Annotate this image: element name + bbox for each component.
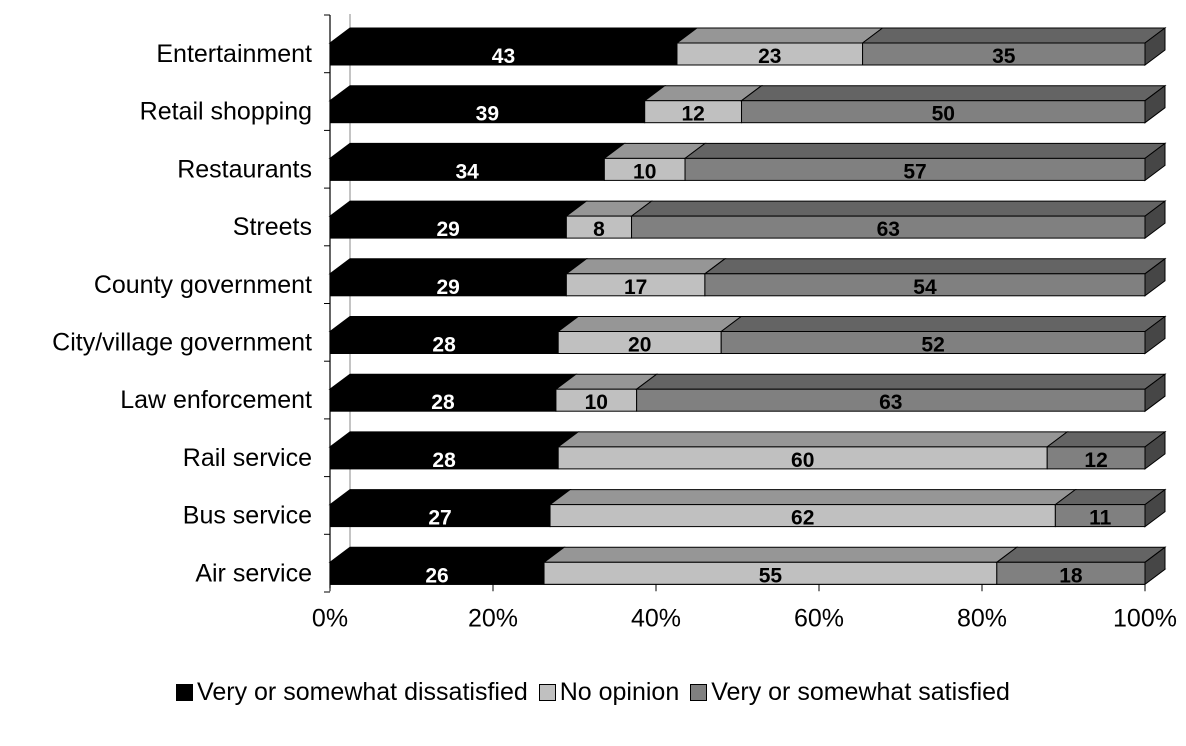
bar-end-face [1144, 546, 1166, 586]
bar-top-face [328, 489, 572, 506]
value-tick-label: 100% [1113, 604, 1177, 632]
data-label: 55 [759, 564, 783, 587]
bar-top-face [630, 200, 1167, 217]
bar-top-face [548, 489, 1077, 506]
data-label: 12 [1084, 449, 1107, 472]
legend-label-satisfied: Very or somewhat satisfied [711, 678, 1010, 706]
bar-top-face [719, 316, 1167, 332]
data-label: 39 [476, 103, 499, 126]
data-label: 29 [436, 276, 459, 299]
category-label: Bus service [183, 502, 312, 530]
data-label: 28 [432, 334, 456, 357]
bar-top-face [556, 431, 1069, 448]
value-tick-label: 80% [957, 604, 1007, 632]
category-label: Entertainment [156, 40, 312, 68]
bar-top-face [703, 258, 1167, 275]
bar-end-face [1144, 373, 1166, 413]
bar-top-face [328, 27, 699, 44]
bar-end-face [1144, 430, 1166, 470]
category-label: Streets [233, 213, 312, 241]
bar-top-face [328, 373, 578, 390]
bar-top-face [542, 546, 1019, 563]
bar-end-face [1144, 488, 1166, 528]
bar-top-face [328, 85, 667, 102]
data-label: 43 [492, 45, 515, 68]
data-label: 60 [791, 449, 814, 472]
data-label: 50 [932, 103, 955, 126]
data-label: 11 [1089, 507, 1112, 530]
data-label: 28 [431, 391, 455, 414]
category-label: City/village government [52, 329, 312, 357]
bar-top-face [556, 316, 743, 332]
bar-end-face [1144, 257, 1166, 297]
bar-end-face [1144, 142, 1166, 182]
legend: Very or somewhat dissatisfied No opinion… [0, 678, 1186, 708]
data-label: 52 [921, 334, 944, 357]
legend-swatch-satisfied [690, 684, 708, 701]
bar-top-face [740, 85, 1167, 102]
bar-top-face [995, 546, 1167, 563]
data-label: 35 [992, 45, 1016, 68]
data-label: 8 [593, 218, 605, 241]
legend-swatch-dissatisfied [176, 684, 194, 701]
data-label: 63 [879, 391, 902, 414]
bar-top-face [675, 27, 885, 44]
category-label: County government [94, 271, 312, 299]
bar-top-face [328, 316, 580, 332]
category-label: Retail shopping [140, 98, 312, 126]
category-label: Rail service [183, 444, 312, 472]
bar-top-face [328, 258, 588, 275]
bar-top-face [683, 142, 1167, 159]
data-label: 57 [903, 160, 926, 183]
legend-label-no-opinion: No opinion [559, 678, 680, 706]
legend-item-satisfied: Very or somewhat satisfied [690, 678, 1010, 707]
data-label: 17 [624, 276, 647, 299]
value-tick-label: 60% [794, 604, 844, 632]
data-label: 63 [877, 218, 900, 241]
data-label: 20 [628, 334, 651, 357]
value-tick-label: 40% [631, 604, 681, 632]
data-label: 10 [633, 160, 656, 183]
bar-top-face [861, 27, 1167, 44]
data-label: 26 [425, 564, 448, 587]
category-label: Law enforcement [120, 386, 312, 414]
bar-end-face [1144, 200, 1166, 240]
bar-end-face [1144, 27, 1166, 66]
bar-top-face [328, 142, 626, 159]
bar-top-face [328, 546, 566, 563]
data-label: 18 [1059, 564, 1083, 587]
bar-top-face [635, 373, 1167, 390]
category-label: Restaurants [177, 155, 312, 183]
data-label: 62 [791, 507, 814, 530]
data-label: 12 [681, 103, 704, 126]
data-label: 27 [428, 507, 451, 530]
legend-label-dissatisfied: Very or somewhat dissatisfied [197, 678, 528, 706]
value-tick-label: 0% [312, 604, 348, 632]
legend-item-dissatisfied: Very or somewhat dissatisfied [176, 678, 528, 707]
bar-top-face [328, 431, 580, 448]
data-label: 23 [758, 45, 781, 68]
value-tick-label: 20% [468, 604, 518, 632]
data-label: 54 [913, 276, 937, 299]
legend-item-no-opinion: No opinion [538, 678, 680, 707]
bar-end-face [1144, 315, 1166, 355]
bar-top-face [328, 200, 588, 217]
category-label: Air service [195, 559, 312, 587]
legend-swatch-no-opinion [538, 684, 556, 701]
data-label: 28 [432, 449, 456, 472]
data-label: 10 [585, 391, 608, 414]
bar-end-face [1144, 84, 1166, 124]
data-label: 29 [436, 218, 459, 241]
bar-top-face [564, 258, 727, 275]
data-label: 34 [455, 160, 479, 183]
